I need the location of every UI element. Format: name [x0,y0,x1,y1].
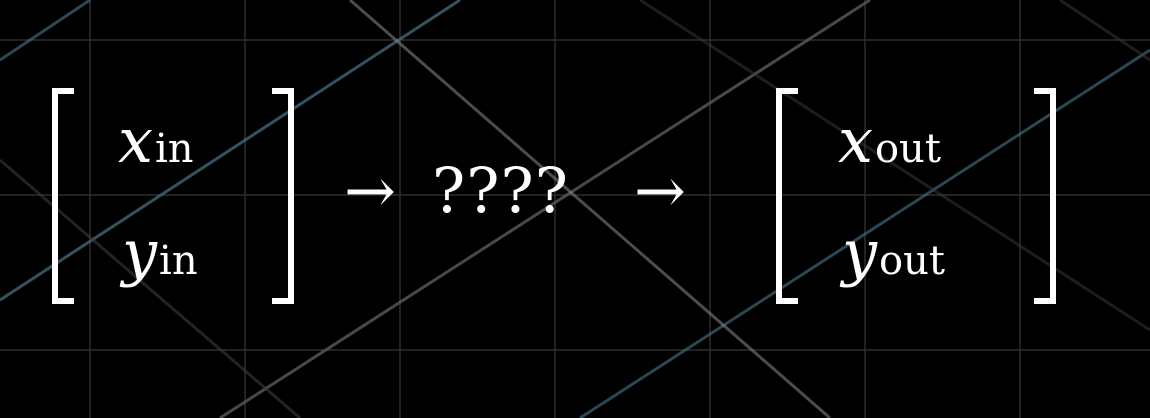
output-x-variable: x [838,104,873,177]
transformation-label: ???? [432,154,569,227]
arrow-1: → [344,154,396,227]
output-right-bracket [1034,88,1056,304]
output-left-bracket [776,88,798,304]
output-y-variable: y [842,216,878,289]
output-y-entry: yout [842,222,945,284]
output-y-subscript: out [879,238,945,284]
output-x-entry: xout [838,110,941,172]
arrow-2: → [634,154,686,227]
input-left-bracket [52,88,74,304]
input-x-variable: x [118,104,153,177]
input-x-subscript: in [154,126,194,172]
input-y-entry: yin [122,222,198,284]
input-x-entry: xin [118,110,194,172]
input-right-bracket [272,88,294,304]
output-x-subscript: out [874,126,941,172]
input-y-variable: y [122,216,158,289]
input-y-subscript: in [159,238,198,284]
